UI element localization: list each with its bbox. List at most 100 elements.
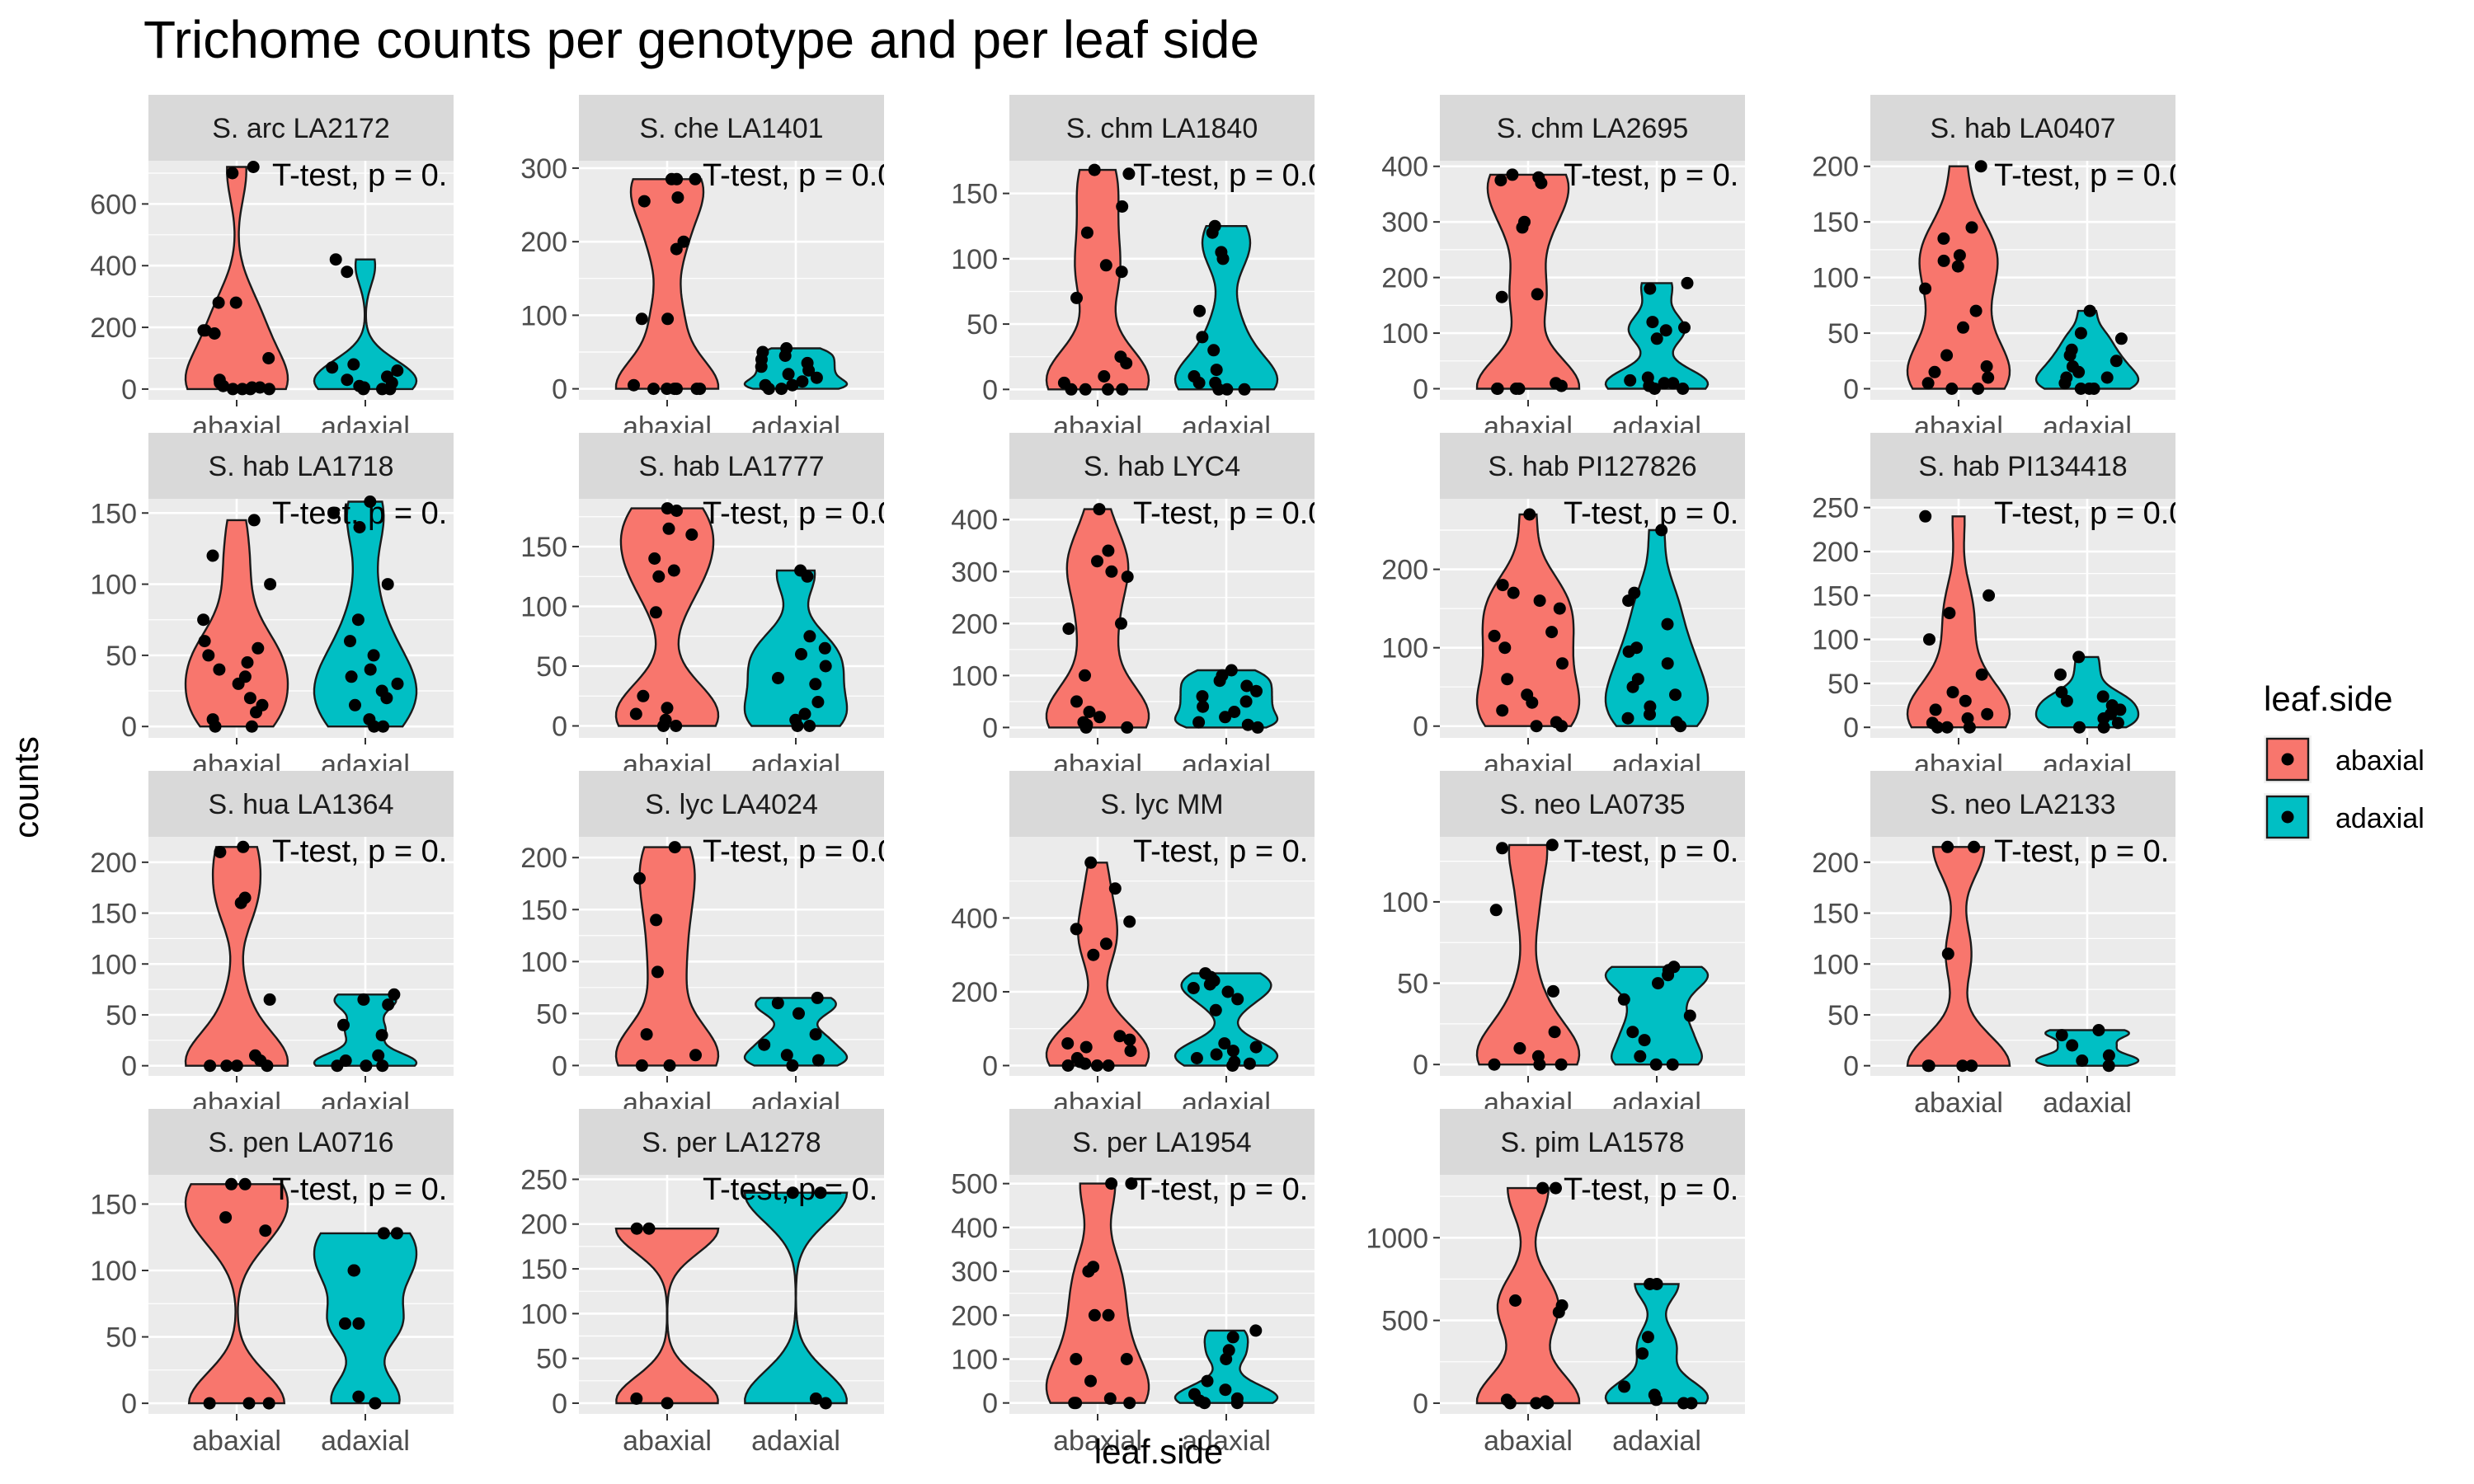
y-tick-label: 50 [106,1322,137,1354]
facet-strip [1009,1109,1315,1175]
data-point [345,670,358,683]
data-point [1929,703,1942,716]
data-point [203,1397,216,1410]
data-point [202,649,215,662]
data-point [1228,706,1241,718]
legend-label-adaxial: adaxial [2335,803,2425,834]
data-point [262,383,275,396]
data-point [1974,160,1987,173]
data-point [1084,856,1098,869]
violin-abaxial [184,846,289,1067]
data-point [671,191,684,204]
data-point [2054,668,2067,681]
data-point [663,1059,676,1072]
data-point [1940,721,1954,734]
panel-background [1440,161,1745,400]
facet-strip-label: S. per LA1278 [642,1127,821,1158]
y-tick-label: 100 [1381,633,1428,665]
data-point [1116,383,1129,396]
violin-abaxial [1045,168,1150,391]
data-point [217,379,230,392]
ttest-annotation: T-test, p = 0.0 [703,158,895,193]
data-point [1963,721,1976,734]
data-point [1206,226,1219,239]
data-point [1108,882,1122,895]
y-tick-label: 0 [121,1388,137,1420]
violin-abaxial [184,1183,289,1405]
y-tick-label: 200 [951,977,998,1008]
data-point [1533,1058,1546,1071]
data-point [630,1392,643,1405]
data-point [1968,840,1981,853]
data-point [796,375,809,388]
data-point [775,383,788,396]
data-point [214,846,227,858]
data-point [635,1059,648,1072]
data-point [326,361,339,374]
data-point [818,641,831,655]
facet-strip-label: S. arc LA2172 [212,113,389,144]
facet-strip-label: S. hab LA1777 [639,451,825,482]
data-point [1207,344,1221,357]
violin-adaxial [2034,309,2140,390]
data-point [1669,688,1681,702]
facet-strip-label: S. lyc MM [1100,789,1223,820]
violin-abaxial [1475,843,1581,1066]
y-tick-label: 0 [982,1388,998,1420]
facet-strip-label: S. hab LA0407 [1931,113,2116,144]
data-point [1209,1003,1222,1017]
data-point [1093,503,1106,516]
data-point [262,352,275,364]
data-point [629,707,642,721]
y-tick-label: 0 [1413,711,1428,743]
data-point [2055,1029,2068,1042]
data-point [199,324,212,337]
data-point [1070,291,1083,304]
data-point [262,1397,275,1410]
facet-strip [1440,433,1745,499]
violin-adaxial [1604,528,1710,727]
y-tick-label: 150 [1812,207,1859,238]
facet-panel: S. pen LA0716 0 50 100 150 abaxial adaxial T-te… [90,1109,454,1457]
data-point [376,1059,389,1073]
data-point [1937,232,1950,245]
facet-strip-label: S. che LA1401 [639,113,823,144]
data-point [1231,993,1244,1006]
y-tick-label: 0 [1843,712,1859,744]
data-point [1121,571,1134,584]
data-point [1666,1058,1679,1071]
data-point [661,702,674,715]
facet-strip-label: S. neo LA2133 [1931,789,2116,820]
data-point [1496,842,1509,855]
data-point [1099,937,1112,951]
data-point [1099,259,1112,272]
data-point [380,692,393,705]
data-point [778,350,792,362]
data-point [1062,622,1075,636]
violin-abaxial [1045,1182,1150,1404]
data-point [1079,383,1092,396]
data-point [226,167,239,180]
y-tick-label: 0 [552,1050,567,1082]
data-point [1070,1397,1083,1410]
data-point [213,663,226,676]
data-point [1921,1059,1935,1073]
data-point [1683,1009,1696,1022]
data-point [809,1028,822,1041]
data-point [670,172,684,186]
data-point [1212,383,1225,396]
data-point [1553,602,1566,615]
data-point [1249,1324,1263,1337]
data-point [197,613,210,627]
y-tick-label: 100 [951,244,998,275]
facet-strip [148,433,454,499]
data-point [1197,700,1210,713]
y-tick-label: 50 [536,1344,567,1375]
x-tick-label: abaxial [1053,1425,1142,1457]
facet-strip [1009,95,1315,161]
data-point [1491,383,1503,395]
